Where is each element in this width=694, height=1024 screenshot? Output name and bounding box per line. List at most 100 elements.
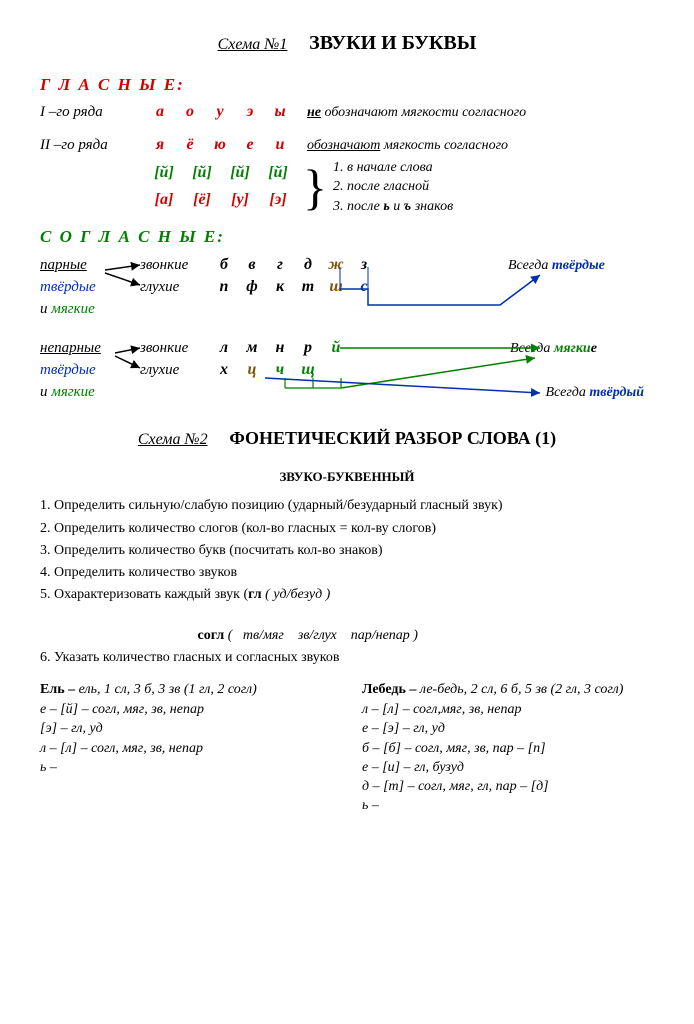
row1-label: I –го ряда <box>40 103 145 123</box>
voiced-label: звонкие <box>140 256 210 276</box>
voiceless-label: глухие <box>140 361 210 381</box>
unpaired-consonants-block: непарные звонкие л м н р й Всегда мягкие… <box>40 338 654 403</box>
hard-label: твёрдые <box>40 278 140 298</box>
scheme1-title-row: Схема №1 ЗВУКИ И БУКВЫ <box>40 30 654 56</box>
ex-line: ь – <box>362 797 654 815</box>
scheme2-subtitle: ЗВУКО-БУКВЕННЫЙ <box>40 469 654 486</box>
bracket-row-2: [а] [ё] [у] [э] <box>145 190 297 211</box>
cons-letter: п <box>210 277 238 298</box>
always-hard-sing-note: Всегда твёрдый <box>546 384 644 402</box>
curly-brace-icon: } <box>303 167 327 207</box>
bracket-sound: [у] <box>221 190 259 211</box>
bracket-sound: [й] <box>183 163 221 184</box>
paired-voiced-letters: б в г д ж з <box>210 255 378 276</box>
step-line: 2. Определить количество слогов (кол-во … <box>40 520 654 538</box>
and-soft-label: и мягкие <box>40 383 140 403</box>
cons-letter: г <box>266 255 294 276</box>
cons-letter: щ <box>294 360 322 381</box>
row1-note: не обозначают мягкости согласного <box>307 104 526 122</box>
unpaired-voiceless-letters: х ц ч щ <box>210 360 322 381</box>
step-line: 3. Определить количество букв (посчитать… <box>40 542 654 560</box>
ex-line: ь – <box>40 759 332 777</box>
row1-letters: а о у э ы <box>145 102 295 123</box>
note-text: обозначают мягкости согласного <box>321 105 526 120</box>
scheme1-title: ЗВУКИ И БУКВЫ <box>309 32 476 54</box>
always-hard-note: Всегда твёрдые <box>508 257 605 275</box>
vowel-letter: ы <box>265 102 295 123</box>
scheme2-title-row: Схема №2 ФОНЕТИЧЕСКИЙ РАЗБОР СЛОВА (1) <box>40 427 654 451</box>
bracket-row-1: [й] [й] [й] [й] <box>145 163 297 184</box>
cons-letter: р <box>294 338 322 359</box>
sub-note-line: 3. после ь и ъ знаков <box>333 197 453 217</box>
cons-letter: х <box>210 360 238 381</box>
vowels-heading: Г Л А С Н Ы Е: <box>40 74 654 96</box>
hard-label: твёрдые <box>40 361 140 381</box>
note-text: мягкость согласного <box>380 138 508 153</box>
cons-letter: д <box>294 255 322 276</box>
and-soft-label: и мягкие <box>40 300 140 320</box>
always-soft-note: Всегда мягкие <box>510 340 597 358</box>
unpaired-label: непарные <box>40 339 140 359</box>
cons-letter: н <box>266 338 294 359</box>
step-line: 6. Указать количество гласных и согласны… <box>40 649 654 667</box>
cons-letter: л <box>210 338 238 359</box>
consonants-heading: С О Г Л А С Н Ы Е: <box>40 226 654 248</box>
cons-letter: ш <box>322 277 350 298</box>
ex-line: д – [т] – согл, мяг, гл, пар – [д] <box>362 778 654 796</box>
row2-letters: я ё ю е и <box>145 135 295 156</box>
scheme2-label: Схема №2 <box>138 431 208 448</box>
bracket-sound: [ё] <box>183 190 221 211</box>
ex2-head: Лебедь – ле-бедь, 2 сл, 6 б, 5 зв (2 гл,… <box>362 681 654 699</box>
scheme2-title: ФОНЕТИЧЕСКИЙ РАЗБОР СЛОВА (1) <box>229 428 556 448</box>
vowel-row-2: II –го ряда я ё ю е и обозначают мягкост… <box>40 135 654 156</box>
row2-label: II –го ряда <box>40 136 145 156</box>
cons-letter: ц <box>238 360 266 381</box>
cons-letter: б <box>210 255 238 276</box>
vowel-letter: а <box>145 102 175 123</box>
paired-consonants-block: парные звонкие б в г д ж з Всегда твёрды… <box>40 255 654 320</box>
bracket-sound: [а] <box>145 190 183 211</box>
bracket-sound: [й] <box>145 163 183 184</box>
paired-label: парные <box>40 256 140 276</box>
cons-letter: й <box>322 338 350 359</box>
sub-note-line: 1. в начале слова <box>333 158 453 178</box>
voiced-label: звонкие <box>140 339 210 359</box>
scheme1-label: Схема №1 <box>218 36 288 53</box>
cons-letter: в <box>238 255 266 276</box>
cons-letter: с <box>350 277 378 298</box>
ex-line: л – [л] – согл,мяг, зв, непар <box>362 701 654 719</box>
vowel-letter: о <box>175 102 205 123</box>
step-line-5b: согл ( тв/мяг зв/глух пар/непар ) <box>40 608 654 644</box>
step-line: 4. Определить количество звуков <box>40 564 654 582</box>
ex1-head: Ель – ель, 1 сл, 3 б, 3 зв (1 гл, 2 согл… <box>40 681 332 699</box>
cons-letter: к <box>266 277 294 298</box>
bracket-sound: [э] <box>259 190 297 211</box>
vowel-letter: ю <box>205 135 235 156</box>
cons-letter: ч <box>266 360 294 381</box>
bracket-sound: [й] <box>259 163 297 184</box>
vowel-letter: я <box>145 135 175 156</box>
example-1: Ель – ель, 1 сл, 3 б, 3 зв (1 гл, 2 согл… <box>40 681 332 816</box>
bracket-sound: [й] <box>221 163 259 184</box>
ex-line: л – [л] – согл, мяг, зв, непар <box>40 740 332 758</box>
ex-line: б – [б] – согл, мяг, зв, пар – [п] <box>362 740 654 758</box>
unpaired-voiced-letters: л м н р й <box>210 338 350 359</box>
paired-voiceless-letters: п ф к т ш с <box>210 277 378 298</box>
bracket-block: [й] [й] [й] [й] [а] [ё] [у] [э] } 1. в н… <box>40 158 654 217</box>
step-line-5: 5. Охарактеризовать каждый звук (гл ( уд… <box>40 586 654 604</box>
examples-block: Ель – ель, 1 сл, 3 б, 3 зв (1 гл, 2 согл… <box>40 681 654 816</box>
row2-note: обозначают мягкость согласного <box>307 137 508 155</box>
vowel-letter: и <box>265 135 295 156</box>
cons-letter: ж <box>322 255 350 276</box>
example-2: Лебедь – ле-бедь, 2 сл, 6 б, 5 зв (2 гл,… <box>362 681 654 816</box>
vowel-letter: е <box>235 135 265 156</box>
ex-line: [э] – гл, уд <box>40 720 332 738</box>
cons-letter: ф <box>238 277 266 298</box>
voiceless-label: глухие <box>140 278 210 298</box>
step-line: 1. Определить сильную/слабую позицию (уд… <box>40 497 654 515</box>
ex-line: е – [и] – гл, бузуд <box>362 759 654 777</box>
cons-letter: т <box>294 277 322 298</box>
note-emphasis: не <box>307 105 321 120</box>
cons-letter: м <box>238 338 266 359</box>
vowel-row-1: I –го ряда а о у э ы не обозначают мягко… <box>40 102 654 123</box>
